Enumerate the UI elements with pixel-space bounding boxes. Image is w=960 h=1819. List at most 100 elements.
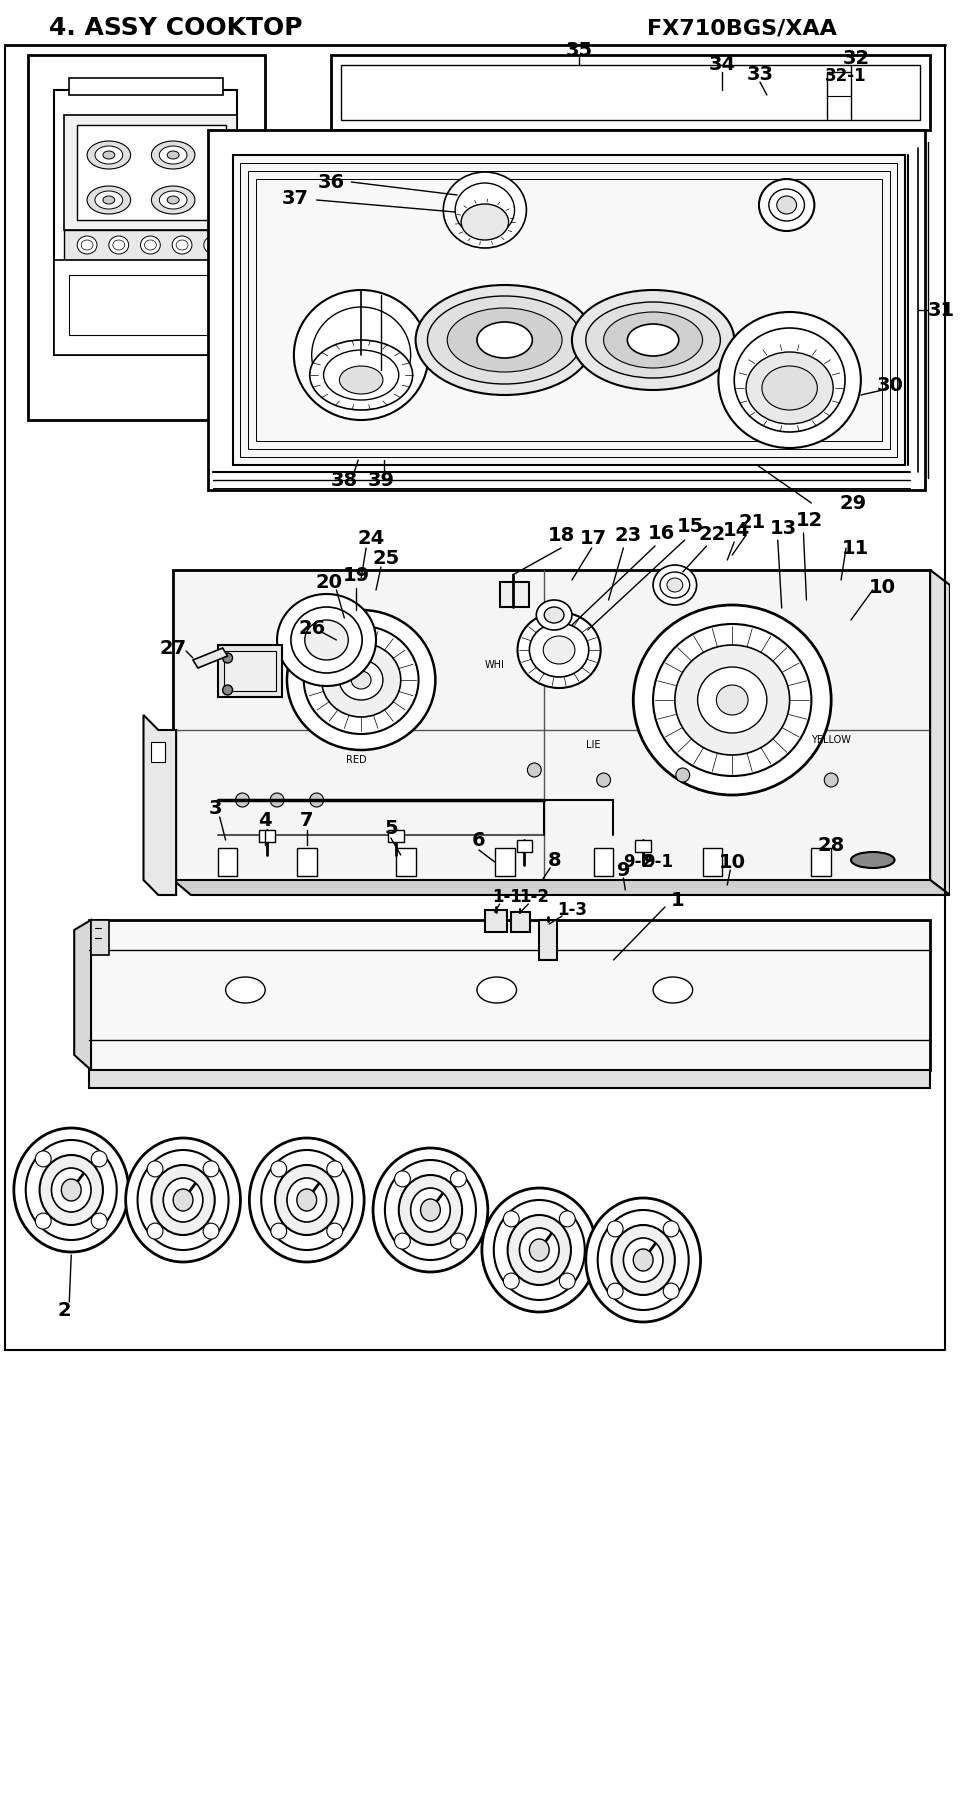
Ellipse shape — [698, 668, 767, 733]
Ellipse shape — [450, 1171, 467, 1186]
Ellipse shape — [326, 1222, 343, 1239]
Text: 9: 9 — [616, 860, 630, 880]
Bar — [91, 920, 108, 955]
Ellipse shape — [455, 184, 515, 236]
Ellipse shape — [271, 1222, 287, 1239]
Polygon shape — [69, 78, 223, 95]
Bar — [593, 848, 613, 877]
Ellipse shape — [235, 793, 250, 808]
Ellipse shape — [103, 196, 115, 204]
Ellipse shape — [385, 1161, 476, 1261]
Ellipse shape — [663, 1221, 679, 1237]
Ellipse shape — [411, 1188, 450, 1231]
Ellipse shape — [503, 1211, 519, 1226]
Ellipse shape — [444, 173, 526, 247]
Ellipse shape — [108, 236, 129, 255]
Bar — [703, 848, 722, 877]
Ellipse shape — [508, 1215, 571, 1284]
Ellipse shape — [147, 1222, 163, 1239]
Ellipse shape — [310, 793, 324, 808]
Text: WHI: WHI — [485, 660, 505, 669]
Ellipse shape — [326, 1161, 343, 1177]
Bar — [494, 848, 515, 877]
Text: 1-2: 1-2 — [519, 888, 549, 906]
Ellipse shape — [159, 191, 187, 209]
Text: 4: 4 — [258, 811, 272, 829]
Text: 25: 25 — [372, 549, 399, 568]
Ellipse shape — [373, 1148, 488, 1271]
Text: 20: 20 — [315, 573, 342, 591]
Text: 8: 8 — [547, 851, 561, 869]
Text: 21: 21 — [738, 513, 766, 531]
Ellipse shape — [140, 236, 160, 255]
Bar — [811, 848, 831, 877]
Bar — [69, 275, 223, 335]
Ellipse shape — [395, 1233, 410, 1250]
Ellipse shape — [716, 686, 748, 715]
Text: 6: 6 — [472, 831, 486, 849]
Ellipse shape — [627, 324, 679, 357]
Ellipse shape — [746, 353, 833, 424]
Text: 16: 16 — [647, 524, 675, 542]
Ellipse shape — [653, 566, 697, 606]
Polygon shape — [77, 126, 226, 220]
Polygon shape — [64, 115, 237, 229]
Ellipse shape — [173, 1190, 193, 1211]
Ellipse shape — [493, 1201, 585, 1301]
Ellipse shape — [271, 1161, 287, 1177]
Ellipse shape — [87, 142, 131, 169]
Ellipse shape — [634, 1250, 653, 1271]
Ellipse shape — [204, 1222, 219, 1239]
Ellipse shape — [276, 1164, 339, 1235]
Ellipse shape — [226, 977, 265, 1002]
Ellipse shape — [152, 142, 195, 169]
Text: 22: 22 — [699, 524, 726, 544]
Text: 29: 29 — [839, 493, 867, 513]
Text: 32-1: 32-1 — [826, 67, 867, 85]
Text: 39: 39 — [368, 471, 395, 489]
Ellipse shape — [572, 289, 734, 389]
Ellipse shape — [61, 1179, 82, 1201]
Ellipse shape — [52, 1168, 91, 1211]
Ellipse shape — [604, 313, 703, 367]
Ellipse shape — [529, 622, 588, 677]
Text: 2: 2 — [58, 1301, 71, 1319]
Text: 30: 30 — [877, 375, 904, 395]
Ellipse shape — [167, 151, 180, 158]
Ellipse shape — [26, 1141, 117, 1241]
Ellipse shape — [851, 851, 895, 868]
Text: 23: 23 — [614, 526, 642, 544]
Ellipse shape — [126, 1139, 240, 1262]
Ellipse shape — [762, 366, 817, 409]
Polygon shape — [89, 920, 930, 1070]
Text: 27: 27 — [159, 638, 187, 657]
Polygon shape — [74, 920, 91, 1070]
Text: 9-1: 9-1 — [643, 853, 673, 871]
Ellipse shape — [77, 236, 97, 255]
Bar — [224, 651, 276, 691]
Ellipse shape — [398, 1175, 462, 1244]
Polygon shape — [207, 129, 925, 489]
Text: 7: 7 — [300, 811, 314, 829]
Ellipse shape — [303, 626, 419, 735]
Text: 1-3: 1-3 — [557, 900, 587, 919]
Ellipse shape — [294, 289, 428, 420]
Text: 10: 10 — [869, 577, 896, 597]
Bar — [28, 55, 265, 420]
Ellipse shape — [36, 1213, 51, 1230]
Text: 24: 24 — [357, 529, 385, 548]
Ellipse shape — [586, 302, 720, 378]
Ellipse shape — [167, 196, 180, 204]
Ellipse shape — [322, 642, 400, 717]
Ellipse shape — [461, 204, 509, 240]
Ellipse shape — [13, 1128, 129, 1251]
Text: 11: 11 — [842, 538, 870, 557]
Ellipse shape — [287, 609, 436, 749]
Bar — [396, 848, 416, 877]
Text: 1: 1 — [671, 891, 684, 910]
Ellipse shape — [137, 1150, 228, 1250]
Text: 32: 32 — [842, 49, 870, 67]
Bar — [297, 848, 317, 877]
Bar — [500, 582, 529, 608]
Polygon shape — [930, 569, 950, 895]
